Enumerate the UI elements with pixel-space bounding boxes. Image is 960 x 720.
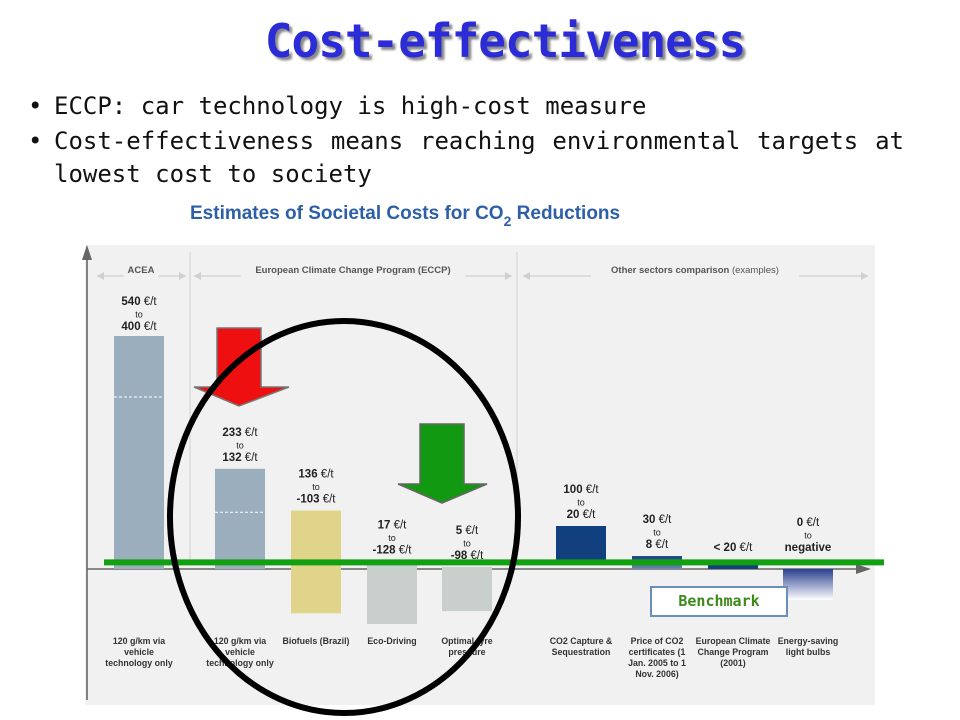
bar-value-label: 540 €/t: [121, 296, 157, 308]
category-label: technology only: [206, 658, 274, 668]
bar-value-label: -128 €/t: [372, 545, 412, 557]
category-label: European Climate: [696, 636, 771, 646]
bar-value-label: to: [312, 482, 320, 492]
section-label-bg: [590, 266, 800, 286]
category-label: light bulbs: [786, 647, 831, 657]
bar-value-label: negative: [785, 542, 832, 554]
bar: [708, 562, 758, 569]
bar-value-label: 5 €/t: [456, 525, 479, 537]
section-label-bg: [123, 266, 159, 286]
slide-title: Cost-effectiveness: [264, 14, 747, 68]
category-label: technology only: [105, 658, 173, 668]
bar: [215, 468, 265, 569]
benchmark-label: Benchmark: [678, 592, 759, 610]
bullet-list: ECCP: car technology is high-cost measur…: [28, 90, 904, 193]
bar-value-label: to: [577, 498, 585, 508]
bar-value-label: to: [135, 310, 143, 320]
category-label: vehicle: [124, 647, 154, 657]
bar-value-label: 8 €/t: [646, 539, 669, 551]
section-label: ACEA: [128, 265, 155, 276]
highlight-ellipse: [167, 318, 521, 716]
category-label: Biofuels (Brazil): [283, 636, 350, 646]
section-arrow-left: [523, 272, 530, 280]
section-arrow-right: [179, 272, 186, 280]
y-axis-arrow: [82, 245, 92, 260]
category-label: Sequestration: [552, 647, 611, 657]
category-label: CO2 Capture &: [550, 636, 613, 646]
category-label: Price of CO2: [631, 636, 684, 646]
bar-value-label: 400 €/t: [121, 321, 157, 333]
bar-value-label: 30 €/t: [643, 514, 673, 526]
category-label: certificates (1: [629, 647, 686, 657]
category-label: Nov. 2006): [635, 669, 678, 679]
bar: [442, 566, 492, 612]
bar: [367, 561, 417, 625]
bar-value-label: 20 €/t: [567, 509, 597, 521]
bullet-item: Cost-effectiveness means reaching enviro…: [28, 125, 904, 191]
category-label: vehicle: [225, 647, 255, 657]
category-label: 120 g/km via: [214, 636, 266, 646]
bar-value-label: 17 €/t: [378, 520, 408, 532]
bar-value-label: 136 €/t: [298, 469, 334, 481]
bar-value-label: -103 €/t: [296, 494, 336, 506]
section-label: European Climate Change Program (ECCP): [255, 265, 450, 276]
category-label: Jan. 2005 to 1: [628, 658, 686, 668]
category-label: Energy-saving: [778, 636, 839, 646]
section-label-bg: [240, 266, 466, 286]
category-label: 120 g/km via: [113, 636, 165, 646]
bar-value-label: to: [463, 538, 471, 548]
chart-title-text: Estimates of Societal Costs for CO2 Redu…: [190, 203, 620, 229]
section-arrow-right: [505, 272, 512, 280]
section-arrow-left: [97, 272, 104, 280]
category-label: Eco-Driving: [367, 636, 416, 646]
bar-value-label: 100 €/t: [563, 484, 599, 496]
bar: [783, 569, 833, 600]
section-arrow-left: [194, 272, 201, 280]
benchmark-label-box: [650, 586, 788, 617]
bar-value-label: 233 €/t: [222, 427, 258, 439]
x-axis-arrow: [856, 564, 871, 574]
bar-value-label: to: [804, 531, 812, 541]
bar-value-label: to: [236, 440, 244, 450]
bar-value-label: -98 €/t: [451, 550, 484, 562]
category-label: Optimal tyre: [441, 636, 492, 646]
bar-value-label: 132 €/t: [222, 452, 258, 464]
category-label: (2001): [720, 658, 745, 668]
bar-value-label: to: [388, 533, 396, 543]
bar: [114, 336, 164, 569]
bullet-item: ECCP: car technology is high-cost measur…: [28, 90, 904, 123]
green-down-arrow: [397, 423, 488, 504]
bar: [556, 526, 606, 561]
section-arrow-right: [861, 272, 868, 280]
category-label: Change Program: [698, 647, 769, 657]
bar-value-label: 0 €/t: [797, 517, 820, 529]
section-label: Other sectors comparison (examples): [611, 265, 779, 276]
chart-title: Estimates of Societal Costs for CO2 Redu…: [190, 203, 620, 229]
bar-value-label: < 20 €/t: [714, 542, 753, 554]
bar-value-label: to: [653, 528, 661, 538]
